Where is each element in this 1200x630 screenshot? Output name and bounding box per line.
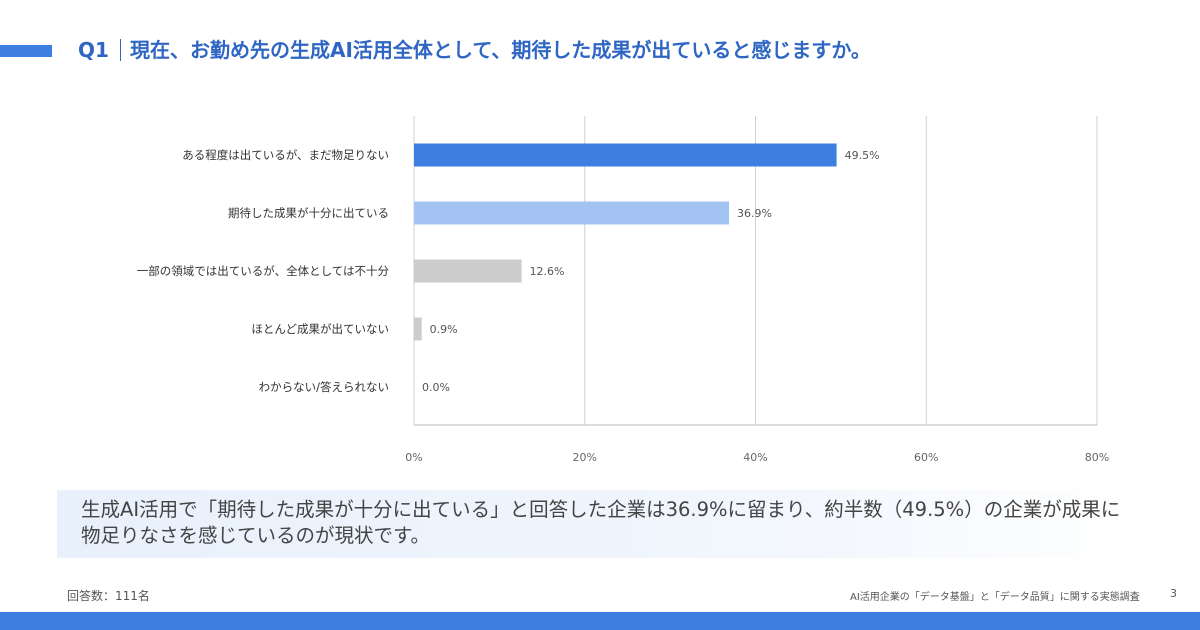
- value-label: 0.9%: [430, 323, 458, 336]
- category-label: ある程度は出ているが、まだ物足りない: [182, 148, 389, 162]
- bar: [414, 143, 837, 167]
- category-label: 一部の領域では出ているが、全体としては不十分: [137, 264, 390, 278]
- category-label: わからない/答えられない: [259, 380, 389, 394]
- survey-title: AI活用企業の「データ基盤」と「データ品質」に関する実態調査: [850, 592, 1140, 603]
- question-separator: [120, 39, 121, 61]
- question-number: Q1: [78, 38, 109, 62]
- bar-chart: 0% 20% 40% 60% 80% ある程度は出ているが、まだ物足りない 49.5% 期待し…: [137, 116, 1109, 464]
- respondent-count: 回答数：111名: [67, 589, 150, 603]
- page-number: 3: [1170, 587, 1177, 600]
- x-tick-label: 60%: [914, 451, 938, 464]
- footer-accent-bar: [0, 612, 1200, 630]
- category-label: 期待した成果が十分に出ている: [228, 206, 389, 220]
- category-label: ほとんど成果が出ていない: [251, 322, 389, 336]
- question-title: 現在、お勤め先の生成AI活用全体として、期待した成果が出ていると感じますか。: [130, 38, 871, 62]
- value-label: 12.6%: [530, 265, 565, 278]
- x-tick-label: 80%: [1085, 451, 1109, 464]
- x-tick-label: 40%: [743, 451, 767, 464]
- summary-box: 生成AI活用で「期待した成果が十分に出ている」と回答した企業は36.9%に留まり…: [57, 490, 1142, 558]
- value-label: 49.5%: [845, 149, 880, 162]
- x-tick-label: 0%: [405, 451, 422, 464]
- x-tick-label: 20%: [573, 451, 597, 464]
- bar: [414, 259, 522, 283]
- header-accent-bar: [0, 45, 52, 57]
- bar: [414, 317, 422, 341]
- summary-text: 生成AI活用で「期待した成果が十分に出ている」と回答した企業は36.9%に留まり…: [81, 498, 1121, 547]
- value-label: 0.0%: [422, 381, 450, 394]
- bar: [414, 201, 730, 225]
- value-label: 36.9%: [737, 207, 772, 220]
